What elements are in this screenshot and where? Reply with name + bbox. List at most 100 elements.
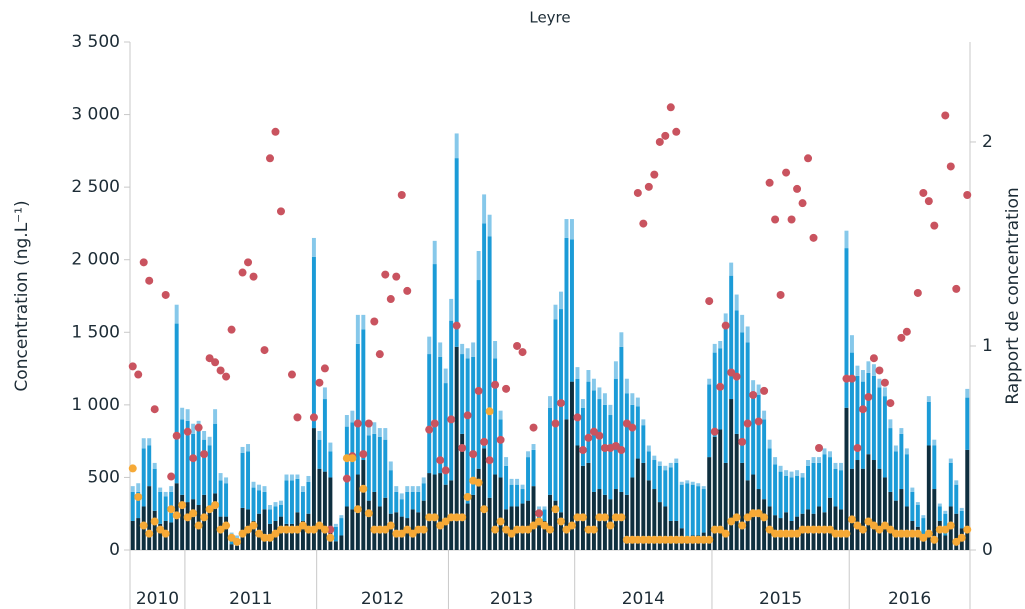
dot: [145, 276, 154, 285]
bar-segment: [169, 522, 174, 550]
bar-segment: [317, 439, 322, 469]
bar-segment: [136, 483, 141, 492]
x-group-label: 2011: [229, 589, 272, 609]
bar-segment: [257, 484, 261, 491]
dot: [276, 207, 285, 216]
dot: [145, 529, 154, 538]
bar-segment: [344, 415, 349, 427]
dot: [639, 219, 648, 228]
bar-segment: [882, 477, 887, 550]
dot: [666, 103, 675, 112]
bar-segment: [740, 332, 745, 463]
bar-segment: [147, 486, 152, 550]
bar-segment: [899, 428, 904, 434]
bar-segment: [646, 451, 651, 481]
bar-segment: [322, 399, 327, 472]
dot: [502, 525, 511, 534]
bar-segment: [262, 491, 267, 510]
bar-segment: [487, 236, 492, 498]
dot: [924, 529, 933, 538]
bar-segment: [235, 535, 240, 539]
dot: [617, 513, 626, 522]
bar-segment: [624, 393, 629, 495]
bar-segment: [520, 484, 525, 490]
bar-segment: [383, 439, 388, 498]
dot: [551, 505, 560, 514]
dot: [238, 268, 247, 277]
dot: [167, 472, 176, 481]
bar-segment: [965, 449, 970, 550]
bar-segment: [904, 506, 909, 550]
bar-segment: [163, 496, 168, 521]
bar-segment: [235, 545, 240, 550]
dot: [677, 535, 686, 544]
dot: [194, 423, 203, 432]
dot: [326, 525, 335, 534]
dot: [809, 233, 818, 242]
bar-segment: [624, 494, 629, 550]
dot: [946, 521, 955, 530]
dot: [705, 535, 714, 544]
bar-segment: [685, 538, 690, 550]
dot: [392, 529, 401, 538]
y-axis-title: Concentration (ng.L⁻¹): [12, 200, 32, 391]
dot: [743, 419, 752, 428]
dot: [271, 127, 280, 136]
bar-segment: [300, 491, 305, 521]
dot: [227, 325, 236, 334]
bar-segment: [855, 365, 860, 376]
x-group-label: 2015: [759, 589, 802, 609]
dot: [672, 535, 681, 544]
dot: [732, 372, 741, 381]
x-group-label: 2012: [361, 589, 404, 609]
dot: [919, 188, 928, 197]
bar-segment: [959, 507, 964, 511]
bar-segment: [965, 388, 970, 398]
bar-segment: [372, 422, 377, 434]
bar-segment: [158, 487, 163, 492]
bar-segment: [410, 491, 415, 510]
bar-segment: [147, 438, 152, 446]
bar-segment: [630, 477, 635, 550]
bar-segment: [361, 329, 366, 461]
bar-segment: [860, 370, 865, 382]
bar-segment: [591, 390, 596, 492]
bar-segment: [482, 448, 487, 550]
dot: [293, 525, 302, 534]
bar-segment: [915, 505, 920, 527]
bar-segment: [152, 462, 157, 469]
bar-segment: [828, 457, 832, 498]
dot: [804, 154, 813, 163]
bar-segment: [624, 378, 629, 394]
bar-segment: [509, 506, 514, 550]
dot: [227, 533, 236, 542]
dot: [353, 505, 362, 514]
bar-segment: [344, 506, 349, 550]
dot: [134, 370, 143, 379]
bar-segment: [542, 509, 547, 521]
bar-segment: [548, 407, 552, 495]
dot: [260, 533, 269, 542]
bar-segment: [652, 460, 657, 490]
bar-segment: [833, 462, 838, 469]
dot: [364, 509, 373, 518]
bar-segment: [421, 483, 426, 501]
dot: [793, 184, 802, 193]
dot: [194, 521, 203, 530]
dot: [639, 535, 648, 544]
dot: [469, 450, 478, 459]
bar-segment: [328, 477, 333, 550]
bar-segment: [262, 509, 267, 550]
bar-segment: [388, 513, 393, 550]
dot: [309, 413, 318, 422]
bar-segment: [723, 325, 728, 463]
bar-segment: [926, 401, 931, 446]
bar-segment: [871, 460, 876, 550]
dot: [452, 321, 461, 330]
bar-segment: [548, 494, 552, 550]
bar-segment: [498, 410, 503, 420]
dot: [875, 366, 884, 375]
dot: [441, 517, 450, 526]
dot: [518, 525, 527, 534]
bar-segment: [279, 500, 283, 506]
